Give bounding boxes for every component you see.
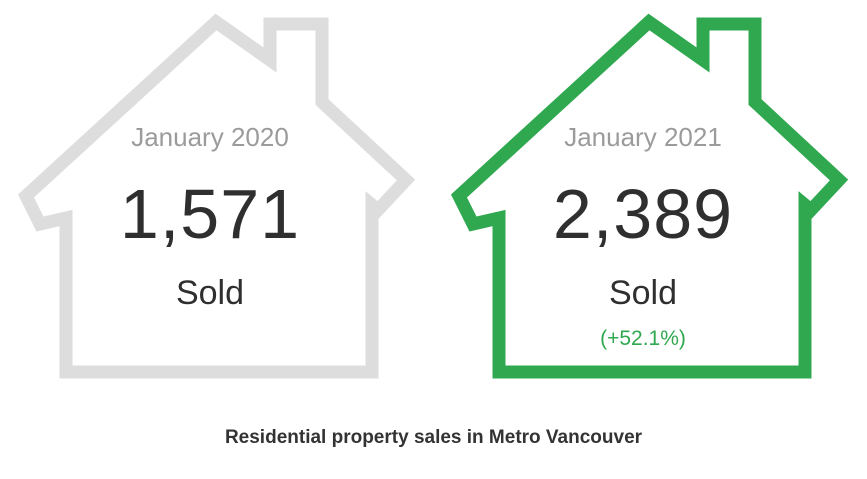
sales-count: 2,389 xyxy=(552,175,734,253)
house-outline-icon xyxy=(17,13,416,379)
caption: Residential property sales in Metro Vanc… xyxy=(224,427,643,448)
house-card-2020: January 2020 1,571 Sold xyxy=(0,0,420,400)
house-outline-icon xyxy=(450,13,849,379)
period-label: January 2021 xyxy=(564,122,722,152)
sales-unit-label: Sold xyxy=(608,274,678,312)
sales-count: 1,571 xyxy=(119,175,301,253)
house-card-2021: January 2021 2,389 Sold (+52.1%) xyxy=(433,0,853,400)
sales-unit-label: Sold xyxy=(175,274,245,312)
period-label: January 2020 xyxy=(131,122,289,152)
percent-change: (+52.1%) xyxy=(600,327,686,350)
